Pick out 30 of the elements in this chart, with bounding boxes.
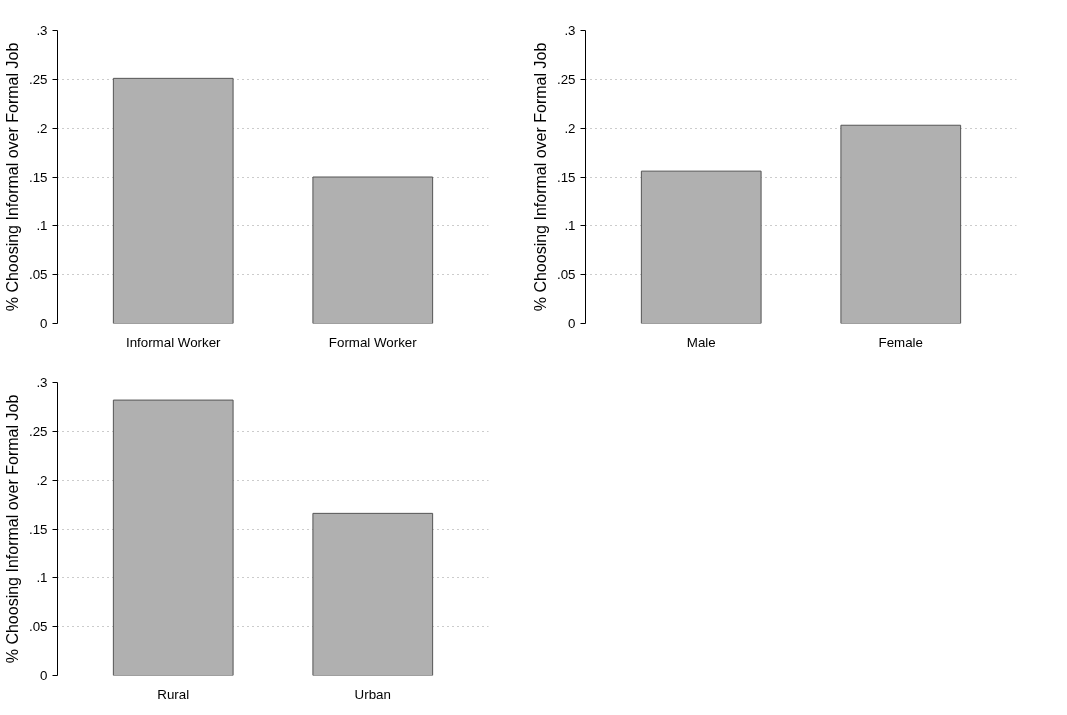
x-tick-label: Female — [878, 334, 923, 350]
y-tick-label: .05 — [28, 619, 48, 635]
y-tick-label: 0 — [40, 668, 48, 683]
y-axis-title: % Choosing Informal over Formal Job — [531, 42, 549, 312]
y-axis-title: % Choosing Informal over Formal Job — [3, 42, 21, 312]
x-tick-label: Formal Worker — [328, 334, 418, 350]
y-tick-label: .2 — [36, 120, 48, 136]
y-tick-label: 0 — [40, 316, 48, 331]
y-tick-label: .05 — [28, 267, 48, 283]
y-tick-label: .25 — [556, 71, 576, 87]
y-tick-label: .2 — [36, 472, 48, 488]
y-tick-label: .15 — [556, 169, 576, 185]
y-tick-label: .2 — [564, 120, 576, 136]
y-tick-label: .15 — [28, 169, 48, 185]
y-tick-label: .1 — [564, 218, 576, 234]
x-tick-label: Male — [686, 334, 716, 350]
y-tick-label: .3 — [36, 375, 48, 390]
y-axis-title: % Choosing Informal over Formal Job — [3, 394, 21, 664]
y-tick-label: .05 — [556, 267, 576, 283]
y-tick-label: .1 — [36, 570, 48, 586]
y-tick-label: 0 — [568, 316, 576, 331]
y-tick-label: .1 — [36, 218, 48, 234]
x-tick-label: Rural — [157, 686, 190, 702]
x-tick-label: Urban — [354, 686, 391, 702]
y-tick-label: .25 — [28, 423, 48, 439]
y-tick-label: .3 — [564, 23, 576, 38]
y-tick-label: .15 — [28, 521, 48, 537]
y-tick-label: .25 — [28, 71, 48, 87]
y-tick-label: .3 — [36, 23, 48, 38]
x-tick-label: Informal Worker — [125, 334, 222, 350]
